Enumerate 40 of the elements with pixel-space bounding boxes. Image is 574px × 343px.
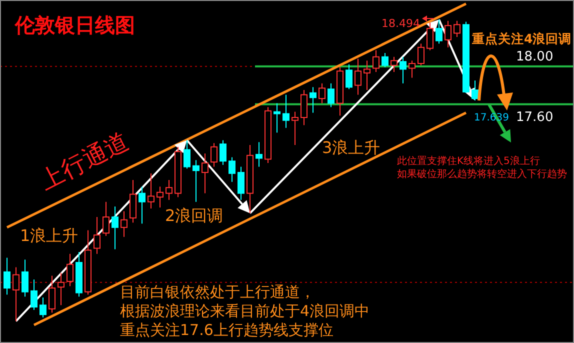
- candlestick: [30, 279, 38, 310]
- candlestick: [138, 186, 146, 224]
- candlestick: [192, 160, 200, 202]
- candlestick: [256, 142, 262, 168]
- candlestick: [300, 90, 308, 126]
- candlestick: [156, 186, 164, 208]
- annotation: 目前白银依然处于上行通道，: [120, 283, 315, 301]
- ref-line-label: 18.00: [516, 49, 554, 64]
- candlestick: [40, 297, 46, 318]
- candlestick: [12, 266, 20, 322]
- candlestick: [354, 58, 362, 96]
- annotation: 根据波浪理论来看目前处于4浪回调中: [120, 302, 370, 320]
- candlestick: [112, 206, 118, 250]
- annotation: 2浪回调: [165, 206, 224, 225]
- annotation: 18.494: [382, 17, 420, 30]
- annotation: 重点关注17.6上行趋势线支撑位: [120, 321, 334, 339]
- candlestick: [264, 106, 272, 164]
- candlestick: [274, 102, 280, 134]
- candlestick: [94, 216, 100, 254]
- candlestick: [246, 144, 254, 214]
- candlestick: [282, 94, 290, 128]
- candlestick: [210, 142, 218, 168]
- annotation: 此位置支撑住K线将进入5浪上行: [397, 155, 540, 167]
- candlestick: [102, 201, 110, 236]
- candlestick: [310, 86, 316, 114]
- candlestick: [202, 152, 208, 194]
- candlestick: [58, 272, 64, 306]
- annotation: 如果破位那么趋势将转空进入下行趋势: [397, 168, 567, 180]
- candlestick: [436, 19, 442, 44]
- candlestick: [408, 60, 416, 78]
- candlestick: [220, 140, 226, 166]
- candlestick: [120, 210, 128, 238]
- annotation: 重点关注4浪回调: [471, 31, 572, 46]
- annotation: 3浪上升: [322, 138, 380, 157]
- legend-label: 17.60: [516, 110, 554, 126]
- annotation: 1浪上升: [20, 226, 78, 245]
- candlestick: [364, 60, 370, 91]
- text: 伦敦银日线图: [14, 13, 135, 37]
- candlestick: [372, 50, 380, 73]
- annotation: 上行通道: [35, 126, 134, 196]
